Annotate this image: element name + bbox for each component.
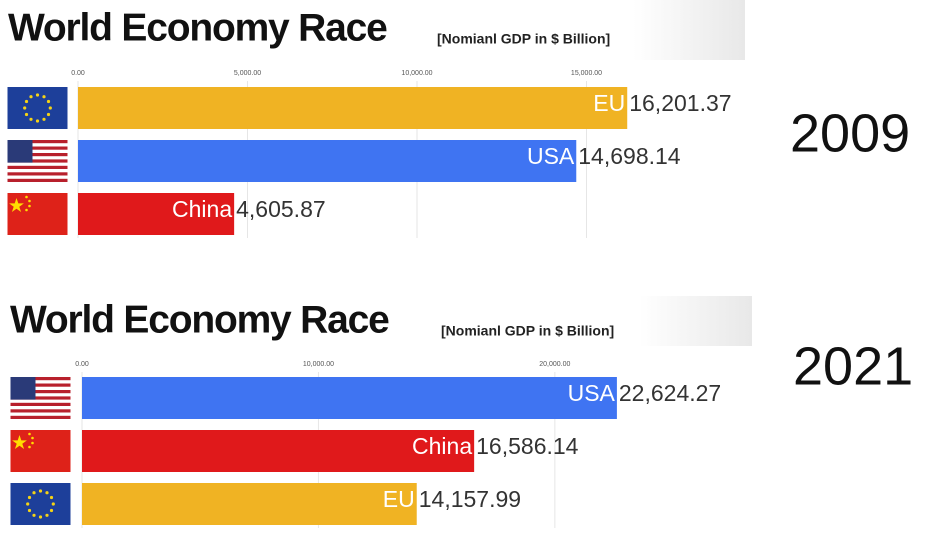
x-tick-label: 20,000.00 <box>539 361 570 368</box>
flag <box>10 483 71 525</box>
x-tick-label: 5,000.00 <box>234 70 261 77</box>
x-tick-label: 15,000.00 <box>571 70 602 77</box>
category-label: EU <box>593 90 625 116</box>
year-label: 2009 <box>790 103 910 163</box>
value-label: 16,201.37 <box>629 90 731 116</box>
value-label: 22,624.27 <box>619 380 721 406</box>
header-band <box>0 296 752 346</box>
year-label: 2021 <box>793 336 913 396</box>
x-tick-label: 10,000.00 <box>303 361 334 368</box>
chart-subtitle: [Nomianl GDP in $ Billion] <box>441 323 614 339</box>
flag <box>7 193 68 235</box>
category-label: USA <box>568 380 616 406</box>
header-band <box>0 0 745 60</box>
flag <box>7 87 68 129</box>
bar <box>78 193 235 235</box>
x-tick-label: 10,000.00 <box>401 70 432 77</box>
category-label: USA <box>527 143 575 169</box>
bar <box>82 430 475 472</box>
category-label: China <box>172 196 232 222</box>
category-label: EU <box>383 486 415 512</box>
x-tick-label: 0.00 <box>71 70 85 77</box>
x-tick-label: 0.00 <box>75 361 89 368</box>
flag <box>10 377 71 419</box>
bar <box>82 483 417 525</box>
value-label: 16,586.14 <box>476 433 579 459</box>
bar <box>78 140 577 182</box>
flag <box>7 140 68 182</box>
flag <box>10 430 71 472</box>
bar <box>82 377 617 419</box>
bar <box>78 87 628 129</box>
category-label: China <box>412 433 472 459</box>
value-label: 14,698.14 <box>578 143 681 169</box>
value-label: 4,605.87 <box>236 196 326 222</box>
chart-title: World Economy Race <box>10 298 389 341</box>
chart-title: World Economy Race <box>8 6 387 49</box>
value-label: 14,157.99 <box>419 486 521 512</box>
chart-subtitle: [Nomianl GDP in $ Billion] <box>437 31 610 47</box>
